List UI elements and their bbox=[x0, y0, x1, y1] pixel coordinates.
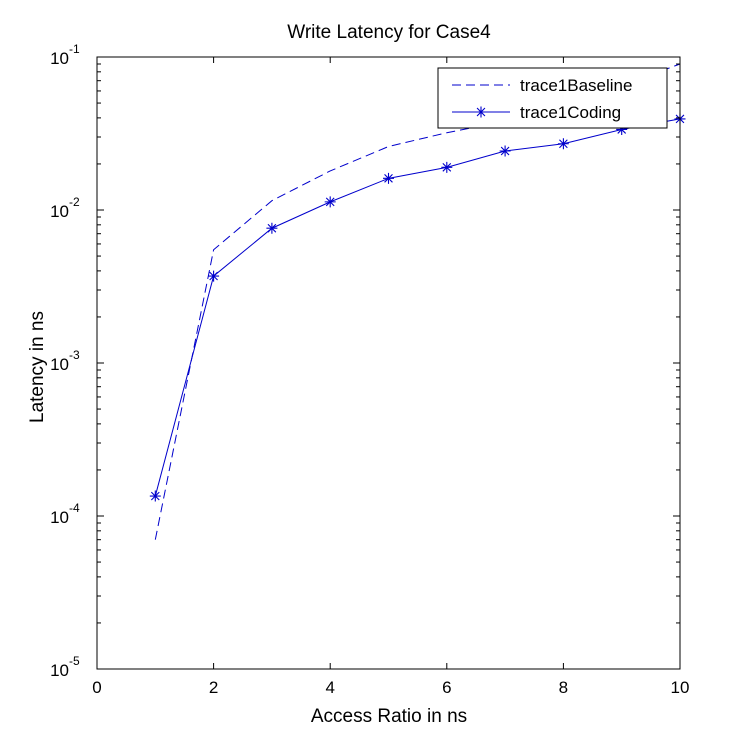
data-point-marker bbox=[266, 222, 278, 234]
y-tick-exponent: -4 bbox=[69, 501, 80, 515]
legend: trace1Baseline trace1Coding bbox=[437, 67, 668, 129]
data-point-marker bbox=[149, 490, 161, 502]
y-tick-exponent: -2 bbox=[69, 195, 80, 209]
x-axis-label: Access Ratio in ns bbox=[311, 706, 467, 727]
chart-title: Write Latency for Case4 bbox=[287, 22, 491, 43]
x-tick-label: 8 bbox=[559, 678, 568, 697]
legend-item: trace1Coding bbox=[452, 103, 621, 122]
data-point-marker bbox=[499, 145, 511, 157]
data-point-marker bbox=[383, 172, 394, 184]
y-tick-label: 10 bbox=[50, 202, 69, 221]
x-tick-label: 4 bbox=[325, 678, 334, 697]
legend-item: trace1Baseline bbox=[452, 76, 632, 95]
x-tick-label: 6 bbox=[442, 678, 451, 697]
y-axis: 10-510-410-310-210-1 bbox=[50, 42, 680, 680]
data-point-marker bbox=[208, 270, 220, 282]
legend-items: trace1Baseline trace1Coding bbox=[452, 76, 632, 122]
data-point-marker bbox=[475, 106, 487, 118]
y-tick-label: 10 bbox=[50, 49, 69, 68]
plot-area bbox=[97, 57, 680, 669]
series-line-trace1Coding bbox=[154, 118, 681, 497]
legend-label: trace1Coding bbox=[520, 103, 621, 122]
y-tick-label: 10 bbox=[50, 355, 69, 374]
legend-label: trace1Baseline bbox=[520, 76, 632, 95]
x-axis: 0 2 4 6 8 10 bbox=[92, 57, 689, 697]
y-tick-exponent: -1 bbox=[69, 42, 80, 56]
data-point-marker bbox=[324, 196, 336, 208]
y-axis-label: Latency in ns bbox=[27, 311, 48, 423]
y-tick-label: 10 bbox=[50, 508, 69, 527]
data-point-marker bbox=[441, 161, 453, 173]
y-tick-label: 10 bbox=[50, 661, 69, 680]
x-tick-label: 0 bbox=[92, 678, 101, 697]
y-tick-exponent: -5 bbox=[69, 654, 80, 668]
data-point-marker bbox=[616, 123, 628, 135]
y-tick-exponent: -3 bbox=[69, 348, 80, 362]
x-tick-label: 2 bbox=[209, 678, 218, 697]
legend-box bbox=[437, 67, 668, 129]
data-point-marker bbox=[557, 138, 569, 150]
x-tick-label: 10 bbox=[671, 678, 690, 697]
